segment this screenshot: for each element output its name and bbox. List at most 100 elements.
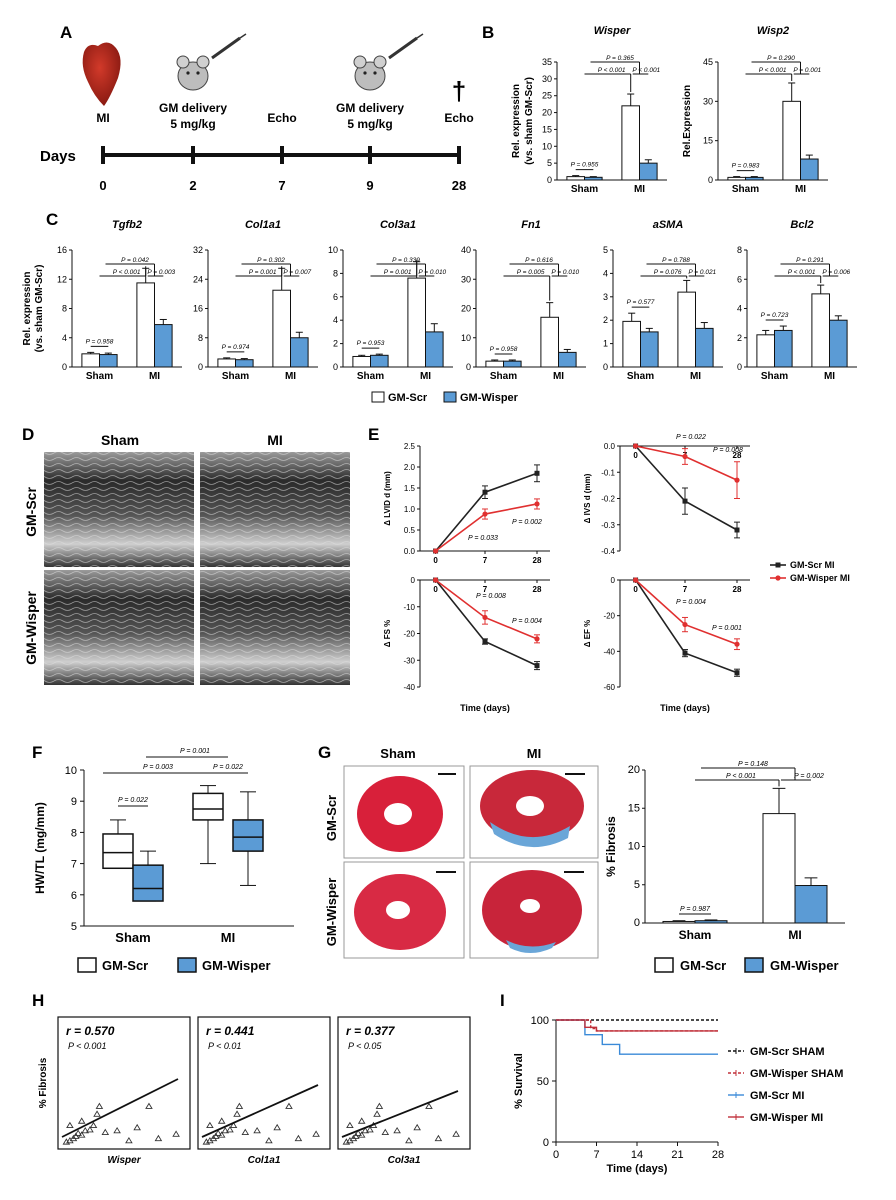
bar: [81, 353, 101, 368]
legend-swatch-wisper: [177, 957, 197, 973]
category-label: Sham: [627, 371, 654, 382]
x-tick-label: 7: [483, 556, 488, 565]
y-tick-label: 6: [737, 274, 742, 284]
category-label: Sham: [761, 371, 788, 382]
bar: [622, 320, 642, 368]
p-value: P = 0.983: [732, 163, 760, 170]
data-point: [145, 1102, 153, 1109]
data-point: [265, 1136, 273, 1144]
bar: [485, 360, 504, 368]
x-tick-label: 7: [593, 1149, 599, 1161]
data-point: [734, 527, 740, 533]
data-point: [133, 1123, 141, 1131]
x-axis-label: Time (days): [607, 1163, 668, 1175]
data-point: [633, 443, 639, 449]
data-point: [285, 1102, 293, 1109]
data-point: [482, 614, 488, 621]
data-point: [734, 477, 740, 483]
bar: [425, 331, 444, 368]
data-point: [233, 1110, 241, 1117]
chart-E2: 0.0-0.1-0.2-0.3-0.40728Δ IVS d (mm)P = 0…: [583, 434, 750, 556]
y-tick-label: 50: [537, 1076, 549, 1088]
heart-section-image: [480, 770, 585, 848]
chart-C4: 0 10 20 30 40 Fn1 Sham MI P = 0.958 P = 0.010 P = …: [461, 219, 586, 382]
category-label: MI: [553, 371, 564, 382]
y-tick-label: 4: [737, 304, 742, 314]
legend-marker: [775, 575, 781, 581]
event-dose-2: 5 mg/kg: [347, 117, 392, 131]
x-tick-label: 21: [671, 1149, 683, 1161]
chart-title: Col1a1: [245, 219, 281, 231]
p-value: P < 0.001: [632, 67, 660, 74]
data-point: [172, 1130, 180, 1137]
bar: [99, 354, 118, 368]
data-point: [734, 641, 740, 647]
p-value: P = 0.723: [761, 312, 789, 319]
y-axis-label: Δ FS %: [383, 620, 392, 648]
bar: [782, 100, 802, 181]
mouse-icon: [176, 55, 210, 91]
p-value: P = 0.005: [517, 269, 545, 276]
data-point: [375, 1102, 384, 1109]
y-tick-label: 16: [193, 304, 203, 314]
panel-letter-b: B: [482, 23, 494, 42]
data-point: [212, 1132, 220, 1139]
data-point: [221, 1126, 230, 1134]
p-value: P < 0.001: [598, 67, 626, 74]
x-tick-label: 28: [733, 585, 742, 594]
legend-label: GM-Wisper: [202, 958, 271, 973]
data-point: [241, 1128, 250, 1136]
p-value: P < 0.001: [68, 1041, 106, 1051]
y-tick-label: 5: [603, 245, 608, 255]
col-label-mi: MI: [267, 432, 283, 448]
box: [102, 833, 134, 870]
bar: [640, 331, 659, 368]
bar: [154, 324, 173, 368]
bar: [800, 158, 819, 181]
panel-letter-c: C: [46, 210, 58, 229]
bar: [677, 291, 697, 368]
y-tick-label: -60: [603, 683, 615, 692]
y-tick-label: 12: [57, 274, 67, 284]
regression-line: [61, 1078, 179, 1138]
legend-swatch-scr: [654, 957, 674, 973]
y-axis-label: Δ IVS d (mm): [583, 473, 592, 523]
syringe-icon: [211, 33, 247, 60]
data-point: [294, 1134, 303, 1142]
x-tick-label: 7: [683, 585, 688, 594]
y-tick-label: -10: [403, 603, 415, 612]
data-point: [66, 1121, 74, 1129]
y-tick-label: 30: [461, 274, 471, 284]
data-point: [113, 1126, 121, 1134]
y-tick-label: -0.2: [601, 495, 615, 504]
y-axis-label: Rel. expression: [511, 84, 522, 158]
data-point: [93, 1110, 101, 1117]
box: [132, 864, 164, 902]
p-value: P = 0.008: [713, 447, 743, 454]
y-tick-label: 9: [71, 796, 77, 808]
bar: [774, 329, 793, 368]
data-point: [89, 1121, 98, 1129]
data-point: [72, 1132, 80, 1139]
x-tick-label: 0: [553, 1149, 559, 1161]
chart-C2: 0 8 16 24 32 Col1a1 Sham MI P = 0.974 P = 0.007 P …: [193, 219, 318, 382]
y-tick-label: -0.4: [601, 547, 615, 556]
p-value: P = 0.002: [512, 519, 542, 526]
y-tick-label: -20: [603, 612, 615, 621]
survival-curve: [556, 1019, 718, 1032]
bar: [407, 277, 426, 368]
p-value: P < 0.001: [788, 269, 816, 276]
p-value: P = 0.022: [118, 797, 148, 804]
y-axis-label: HW/TL (mg/mm): [33, 802, 47, 894]
data-point: [682, 453, 688, 460]
category-label: MI: [795, 184, 806, 195]
heart-section-image: [357, 773, 456, 852]
data-point: [357, 1117, 366, 1124]
category-label: Sham: [86, 371, 113, 382]
chart-C1: 0 4 8 12 16 Tgfb2 Rel. expression (vs. sham GM-…: [22, 219, 182, 382]
y-axis-label: Δ EF %: [583, 620, 592, 648]
legend-e: GM-Scr MI GM-Wisper MI: [770, 560, 850, 583]
box: [192, 792, 224, 821]
p-value: P = 0.004: [676, 599, 706, 606]
y-tick-label: 2: [737, 333, 742, 343]
